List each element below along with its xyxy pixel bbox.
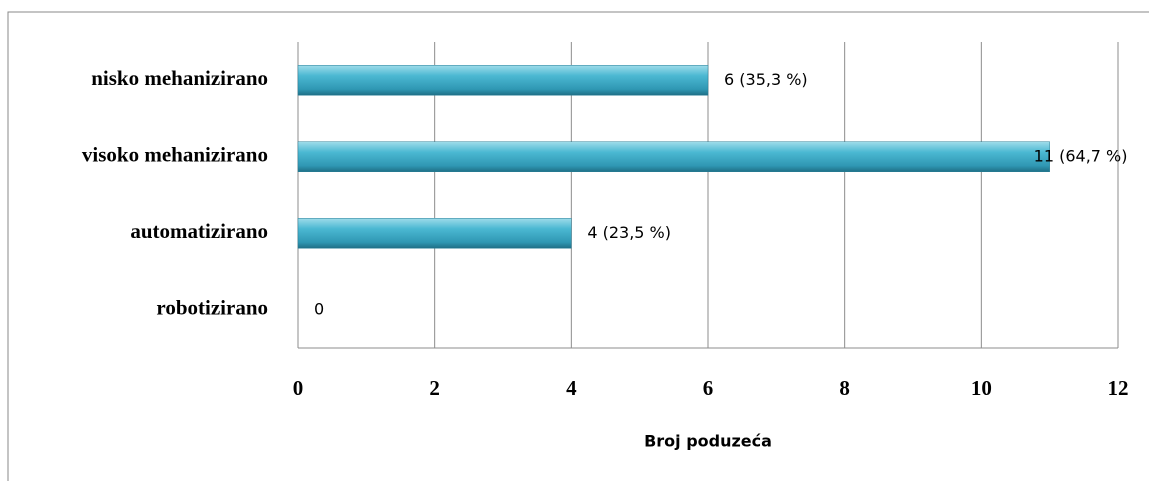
x-tick-label: 8: [839, 376, 850, 400]
frame: [7, 11, 1149, 481]
x-axis-label: Broj poduzeća: [644, 432, 772, 451]
x-tick-label: 10: [971, 376, 992, 400]
x-tick-label: 0: [293, 376, 304, 400]
value-label: 0: [314, 299, 324, 318]
y-tick-label: automatizirano: [130, 219, 268, 243]
y-tick-label: robotizirano: [156, 296, 268, 320]
x-tick-label: 2: [429, 376, 440, 400]
x-tick-label: 4: [566, 376, 577, 400]
x-tick-label: 6: [703, 376, 714, 400]
value-label: 4 (23,5 %): [587, 223, 671, 242]
bar: [297, 65, 709, 96]
bar: [297, 218, 572, 249]
bar: [297, 141, 1050, 172]
value-label: 6 (35,3 %): [724, 70, 808, 89]
value-label: 11 (64,7 %): [1034, 146, 1128, 165]
y-tick-label: visoko mehanizirano: [82, 143, 268, 167]
y-tick-label: nisko mehanizirano: [91, 66, 268, 90]
x-tick-label: 12: [1108, 376, 1129, 400]
